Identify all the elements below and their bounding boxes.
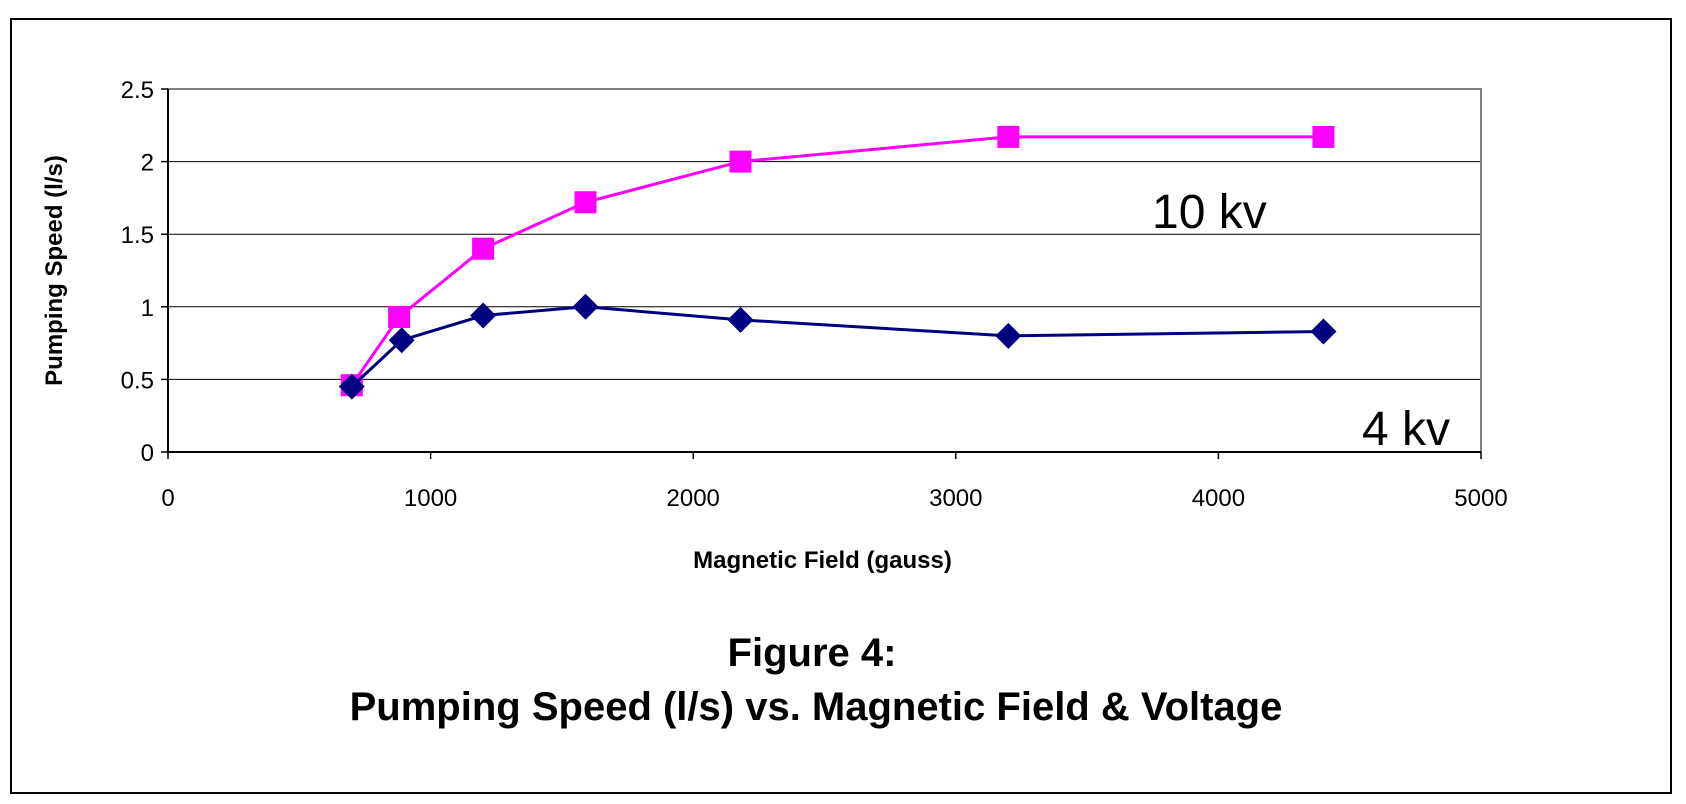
data-point-0	[472, 237, 495, 260]
data-point-1	[572, 293, 599, 320]
data-point-1	[995, 322, 1022, 349]
data-point-1	[388, 327, 415, 354]
y-tick-label: 0	[141, 440, 154, 467]
y-tick-label: 2.5	[121, 77, 154, 104]
plot-area	[167, 88, 1482, 453]
axes	[161, 88, 1482, 459]
chart-frame	[10, 18, 1672, 794]
data-point-0	[574, 191, 597, 214]
data-point-0	[1312, 125, 1335, 148]
y-tick-label: 1	[141, 295, 154, 322]
data-point-1	[470, 302, 497, 329]
x-tick-label: 4000	[1192, 485, 1245, 512]
series	[338, 125, 1337, 400]
x-tick-label: 3000	[929, 485, 982, 512]
series-line-0	[350, 135, 1324, 387]
data-point-0	[997, 125, 1020, 148]
data-point-0	[729, 150, 752, 173]
x-tick-label: 0	[161, 485, 174, 512]
data-point-0	[388, 305, 411, 328]
y-tick-label: 0.5	[121, 367, 154, 394]
x-tick-label: 1000	[404, 485, 457, 512]
data-point-1	[1310, 318, 1337, 345]
x-tick-label: 5000	[1454, 485, 1507, 512]
figure-caption-line2: Pumping Speed (l/s) vs. Magnetic Field &…	[350, 685, 1283, 729]
annotation-4kv: 4 kv	[1362, 403, 1450, 456]
x-tick-label: 2000	[667, 485, 720, 512]
tick-labels: 0 0.5 1 1.5 2 2.5 0 1000 2000 3000 4000 5000	[121, 77, 1508, 512]
annotation-10kv: 10 kv	[1152, 186, 1267, 239]
y-tick-label: 1.5	[121, 222, 154, 249]
data-point-1	[727, 306, 754, 333]
data-point-1	[338, 373, 365, 400]
x-axis-title: Magnetic Field (gauss)	[693, 547, 952, 574]
grid-lines	[168, 88, 1481, 380]
y-tick-label: 2	[141, 150, 154, 177]
y-axis-title: Pumping Speed (l/s)	[41, 155, 68, 386]
figure-caption-line1: Figure 4:	[728, 631, 897, 675]
series-line-1	[350, 305, 1324, 388]
